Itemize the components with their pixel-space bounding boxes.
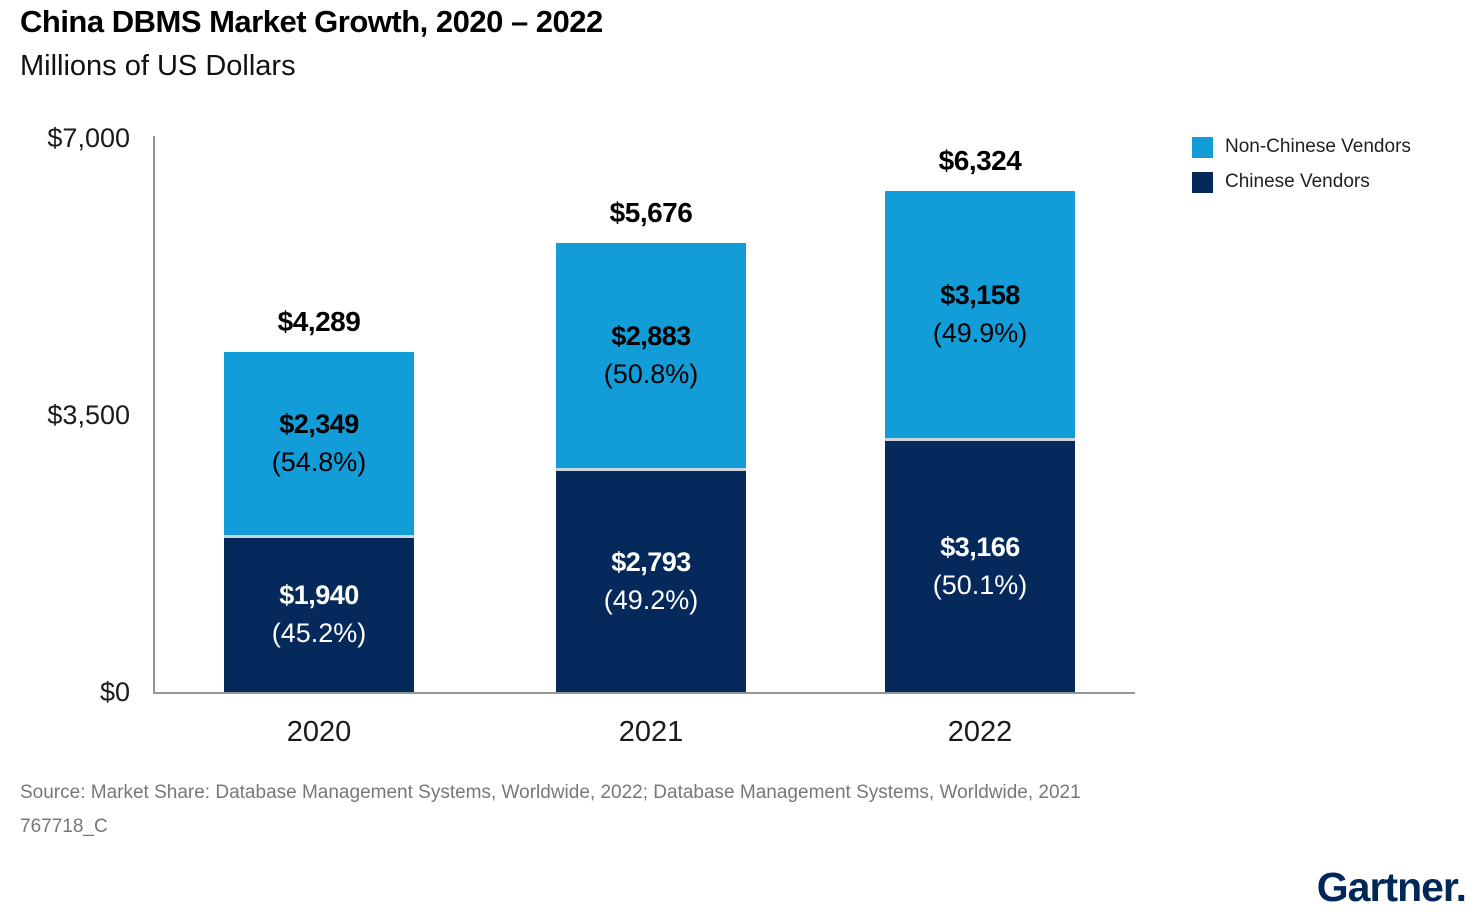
x-axis-label-2020: 2020 <box>286 716 352 748</box>
bar-group-2021: $5,676 $2,883 (50.8%) $2,793 (49.2%) <box>556 197 746 692</box>
x-axis-label-2022: 2022 <box>947 716 1013 748</box>
legend-item-chinese: Chinese Vendors <box>1192 171 1411 193</box>
source-note: Source: Market Share: Database Managemen… <box>20 782 1081 803</box>
bar-group-2022: $6,324 $3,158 (49.9%) $3,166 (50.1%) <box>885 145 1075 692</box>
segment-value-label: $3,166 <box>940 531 1020 562</box>
y-axis-tick-3500: $3,500 <box>47 400 130 430</box>
segment-non-chinese-2022: $3,158 (49.9%) <box>885 191 1075 441</box>
segment-percent-label: (45.2%) <box>271 618 367 648</box>
y-axis-line <box>153 136 155 694</box>
x-axis-label-2021: 2021 <box>618 716 684 748</box>
segment-percent-label: (50.8%) <box>603 358 699 389</box>
bar-group-2020: $4,289 $2,349 (54.8%) $1,940 (45.2%) <box>224 306 414 692</box>
legend-swatch-non-chinese-icon <box>1192 136 1213 158</box>
stacked-bar-2022: $3,158 (49.9%) $3,166 (50.1%) <box>885 191 1075 692</box>
segment-percent-label: (54.8%) <box>271 446 367 477</box>
legend: Non-Chinese Vendors Chinese Vendors <box>1192 136 1411 193</box>
y-axis-tick-7000: $7,000 <box>47 123 130 153</box>
segment-value-label: $2,349 <box>279 408 359 439</box>
segment-percent-label: (49.9%) <box>932 317 1028 348</box>
segment-percent-label: (50.1%) <box>932 569 1028 600</box>
legend-swatch-chinese-icon <box>1192 171 1213 193</box>
chart-title: China DBMS Market Growth, 2020 – 2022 <box>20 4 603 39</box>
legend-label: Chinese Vendors <box>1225 171 1370 192</box>
segment-chinese-2022: $3,166 (50.1%) <box>885 441 1075 692</box>
bar-total-label: $6,324 <box>938 145 1022 176</box>
segment-percent-label: (49.2%) <box>603 584 699 615</box>
legend-item-non-chinese: Non-Chinese Vendors <box>1192 136 1411 158</box>
y-axis-tick-0: $0 <box>99 677 130 707</box>
segment-chinese-2021: $2,793 (49.2%) <box>556 471 746 692</box>
x-axis-line <box>153 692 1135 694</box>
stacked-bar-2021: $2,883 (50.8%) $2,793 (49.2%) <box>556 243 746 692</box>
stacked-bar-2020: $2,349 (54.8%) $1,940 (45.2%) <box>224 352 414 692</box>
segment-value-label: $2,883 <box>611 320 691 351</box>
segment-chinese-2020: $1,940 (45.2%) <box>224 538 414 692</box>
gartner-logo: Gartner. <box>1316 864 1467 910</box>
segment-value-label: $1,940 <box>279 580 359 611</box>
chart-subtitle: Millions of US Dollars <box>20 50 296 82</box>
bar-total-label: $4,289 <box>277 306 361 337</box>
segment-value-label: $2,793 <box>611 546 691 577</box>
segment-value-label: $3,158 <box>940 279 1020 310</box>
bar-total-label: $5,676 <box>609 197 693 228</box>
document-id: 767718_C <box>20 816 108 837</box>
legend-label: Non-Chinese Vendors <box>1225 136 1411 157</box>
segment-non-chinese-2021: $2,883 (50.8%) <box>556 243 746 471</box>
segment-non-chinese-2020: $2,349 (54.8%) <box>224 352 414 538</box>
